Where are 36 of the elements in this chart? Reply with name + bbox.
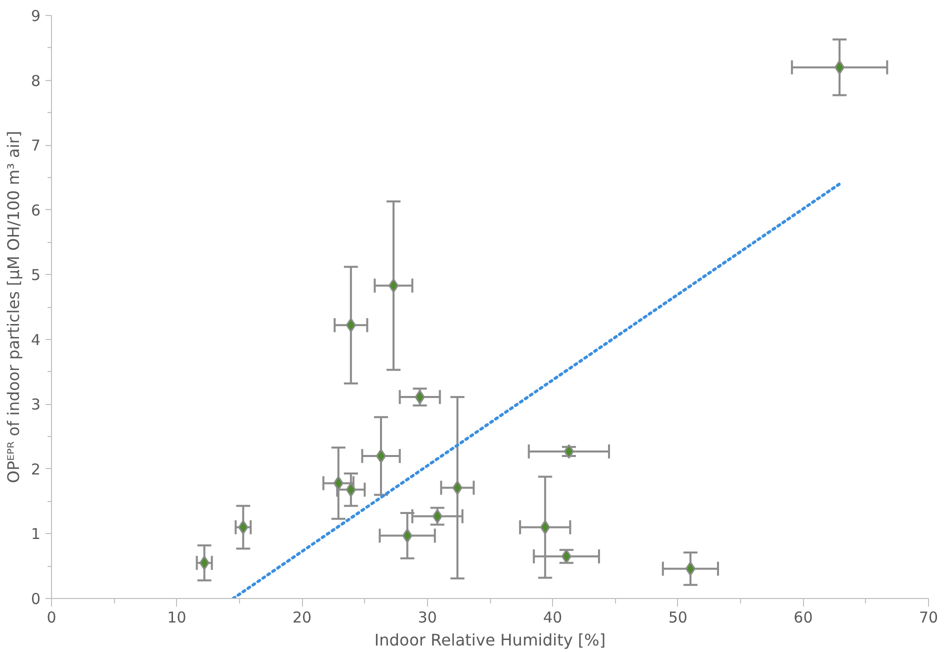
y-tick-label: 9 xyxy=(30,7,41,25)
point xyxy=(432,508,442,524)
y-axis-title: OPᴱᴾᴿ of indoor particles [µM OH/100 m³ air] xyxy=(4,130,23,484)
point xyxy=(414,390,425,404)
point xyxy=(402,528,412,543)
x-tick-label: 70 xyxy=(918,608,938,626)
x-tick-label: 0 xyxy=(46,608,56,626)
x-tick-label: 50 xyxy=(668,608,688,626)
point xyxy=(388,278,399,293)
x-tick-label: 20 xyxy=(292,608,312,626)
y-tick-label: 3 xyxy=(30,396,41,414)
point xyxy=(834,60,845,75)
point xyxy=(561,549,572,564)
x-tick-label: 40 xyxy=(543,608,562,626)
y-tick-label: 4 xyxy=(30,330,41,349)
y-tick-label: 5 xyxy=(30,266,41,284)
y-tick-label: 8 xyxy=(30,72,41,90)
point xyxy=(685,561,696,576)
point xyxy=(238,520,248,534)
y-tick-label: 7 xyxy=(30,136,41,155)
y-tick-label: 6 xyxy=(30,201,41,220)
point xyxy=(376,448,386,464)
x-axis-title: Indoor Relative Humidity [%] xyxy=(374,630,606,650)
y-tick-label: 1 xyxy=(30,525,41,544)
y-tick-label: 0 xyxy=(30,590,41,608)
point xyxy=(564,444,574,459)
point xyxy=(333,476,344,490)
point xyxy=(199,556,210,570)
point xyxy=(540,520,550,534)
point xyxy=(346,482,356,497)
x-tick-label: 10 xyxy=(167,608,186,626)
point xyxy=(452,480,463,495)
x-tick-label: 30 xyxy=(418,608,437,626)
x-tick-label: 60 xyxy=(794,608,813,626)
y-tick-label: 2 xyxy=(30,460,41,478)
point xyxy=(346,318,356,332)
